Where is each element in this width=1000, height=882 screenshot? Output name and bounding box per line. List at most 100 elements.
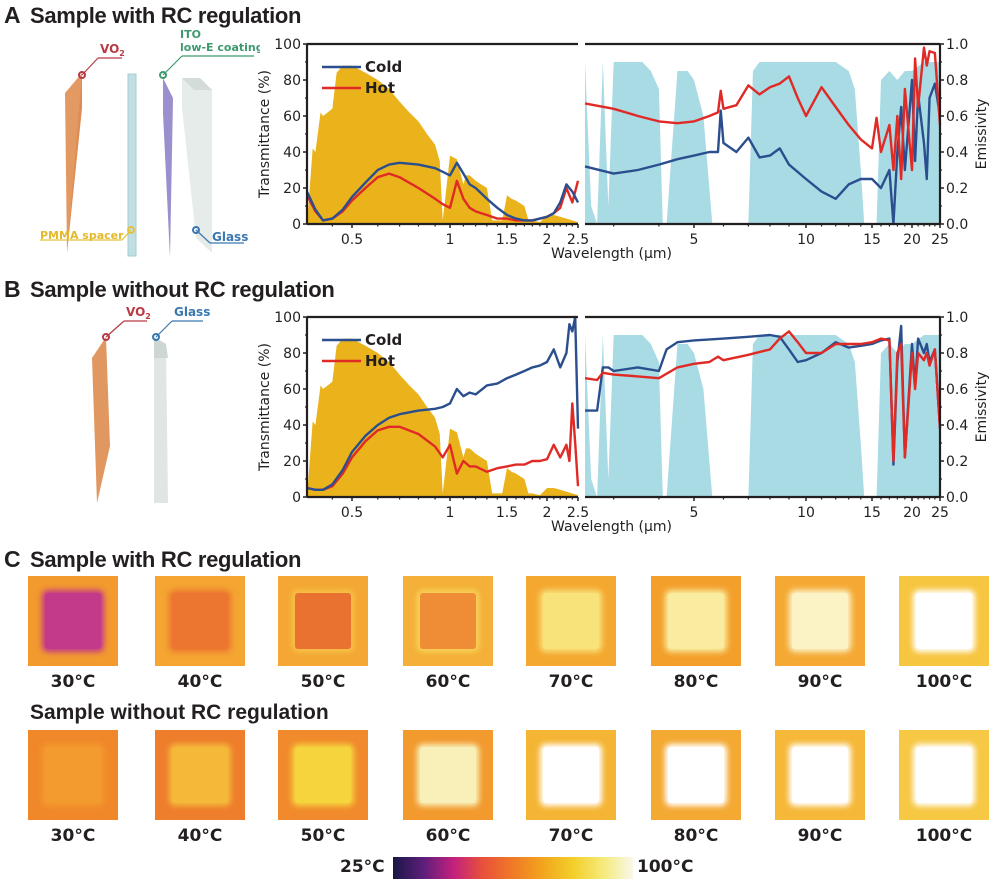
pmma-marker bbox=[127, 226, 135, 234]
temperature-label: 50°C bbox=[300, 826, 346, 846]
temperature-label: 40°C bbox=[177, 826, 223, 846]
hot-emissivity-line bbox=[584, 330, 942, 463]
temperature-label: 80°C bbox=[673, 672, 719, 692]
panel-c-letter: C bbox=[4, 546, 21, 572]
y-axis-label-left: Transmittance (%) bbox=[257, 343, 273, 472]
x-tick-label-left: 0.5 bbox=[341, 505, 363, 521]
ito-layer bbox=[163, 78, 173, 258]
thermal-image bbox=[28, 576, 118, 666]
temperature-label: 50°C bbox=[300, 672, 346, 692]
x-tick-label-right: 5 bbox=[690, 505, 699, 521]
y-tick-label-right: 1.0 bbox=[946, 310, 968, 326]
pmma-label: PMMA spacer bbox=[40, 229, 124, 242]
temperature-label: 100°C bbox=[915, 826, 973, 846]
legend-hot-label: Hot bbox=[365, 352, 395, 370]
x-tick-label-left: 0.5 bbox=[341, 232, 363, 248]
atmospheric-window-area bbox=[585, 335, 940, 497]
temperature-label: 30°C bbox=[50, 826, 96, 846]
thermal-image bbox=[278, 576, 368, 666]
thermal-row-without-rc: 30°C 40°C 50°C 60°C 70°C 80°C 90°C 100°C bbox=[0, 730, 1000, 860]
temperature-label: 90°C bbox=[797, 826, 843, 846]
thermal-image bbox=[403, 730, 493, 820]
thermal-sample-region bbox=[295, 747, 351, 803]
y-tick-label-right: 0.4 bbox=[946, 418, 968, 434]
thermal-image bbox=[278, 730, 368, 820]
x-tick-label-right: 15 bbox=[863, 232, 881, 248]
y-tick-label-left: 0 bbox=[292, 490, 301, 506]
x-tick-label-left: 1 bbox=[446, 505, 455, 521]
vo2-label: VO2 bbox=[100, 42, 125, 58]
x-tick-label-left: 1.5 bbox=[496, 232, 518, 248]
y-axis-label-left: Transmittance (%) bbox=[257, 70, 273, 199]
colorbar bbox=[393, 857, 633, 879]
thermal-image bbox=[775, 730, 865, 820]
thermal-sample-region bbox=[420, 593, 476, 649]
vo2-marker bbox=[78, 71, 86, 79]
colorbar-max-label: 100°C bbox=[637, 857, 694, 877]
x-tick-label-right: 20 bbox=[903, 505, 921, 521]
x-tick-label-left: 1.5 bbox=[496, 505, 518, 521]
x-tick-label-left: 1 bbox=[446, 232, 455, 248]
y-tick-label-left: 80 bbox=[283, 73, 301, 89]
temperature-label: 90°C bbox=[797, 672, 843, 692]
x-axis-label: Wavelength (μm) bbox=[551, 246, 672, 262]
thermal-sample-region bbox=[668, 747, 724, 803]
vo2-marker bbox=[102, 333, 110, 341]
ito-marker bbox=[159, 71, 167, 79]
vo2-layer bbox=[65, 73, 82, 253]
legend-cold-label: Cold bbox=[365, 58, 402, 76]
vo2-label: VO2 bbox=[126, 305, 151, 321]
hot-emissivity-line bbox=[584, 46, 942, 181]
y-tick-label-left: 0 bbox=[292, 217, 301, 233]
temperature-label: 100°C bbox=[915, 672, 973, 692]
y-tick-label-right: 0.4 bbox=[946, 145, 968, 161]
thermal-sample-region bbox=[45, 747, 101, 803]
y-axis-label-right: Emissivity bbox=[974, 99, 990, 170]
thermal-sample-region bbox=[172, 593, 228, 649]
x-tick-label-left: 2 bbox=[543, 505, 552, 521]
y-tick-label-left: 20 bbox=[283, 454, 301, 470]
colorbar-min-label: 25°C bbox=[340, 857, 385, 877]
x-tick-label-right: 10 bbox=[797, 232, 815, 248]
y-tick-label-right: 0.6 bbox=[946, 109, 968, 125]
hot-transmittance-line bbox=[306, 402, 580, 491]
x-axis-label: Wavelength (μm) bbox=[551, 519, 672, 535]
glass-layer bbox=[182, 78, 212, 253]
glass-layer bbox=[154, 337, 168, 503]
thermal-row-with-rc: 30°C 40°C 50°C 60°C 70°C 80°C 90°C 100°C bbox=[0, 576, 1000, 706]
panel-a-schematic: VO2 ITO low-E coating PMMA spacer Glass bbox=[40, 28, 260, 258]
panel-b-title: Sample without RC regulation bbox=[30, 277, 335, 302]
y-tick-label-right: 0.0 bbox=[946, 490, 968, 506]
temperature-label: 40°C bbox=[177, 672, 223, 692]
y-tick-label-right: 0.2 bbox=[946, 181, 968, 197]
y-tick-label-left: 100 bbox=[274, 310, 301, 326]
x-tick-label-right: 20 bbox=[903, 232, 921, 248]
temperature-label: 70°C bbox=[548, 826, 594, 846]
thermal-sample-region bbox=[792, 747, 848, 803]
glass-marker bbox=[152, 333, 160, 341]
glass-label: Glass bbox=[212, 230, 248, 244]
panel-b-letter: B bbox=[4, 276, 21, 302]
y-tick-label-left: 80 bbox=[283, 346, 301, 362]
pmma-spacer bbox=[127, 73, 137, 257]
glass-marker bbox=[192, 226, 200, 234]
thermal-sample-region bbox=[295, 593, 351, 649]
legend-cold-label: Cold bbox=[365, 331, 402, 349]
thermal-sample-region bbox=[420, 747, 476, 803]
y-tick-label-left: 20 bbox=[283, 181, 301, 197]
glass-label: Glass bbox=[174, 305, 210, 319]
temperature-label: 60°C bbox=[425, 672, 471, 692]
y-tick-label-right: 0.6 bbox=[946, 382, 968, 398]
panel-c-subtitle: Sample without RC regulation bbox=[30, 701, 329, 724]
solar-spectrum-area bbox=[307, 65, 578, 224]
thermal-sample-region bbox=[172, 747, 228, 803]
temperature-label: 70°C bbox=[548, 672, 594, 692]
solar-spectrum-area bbox=[307, 338, 578, 497]
y-tick-label-left: 40 bbox=[283, 145, 301, 161]
x-tick-label-right: 25 bbox=[931, 232, 949, 248]
x-tick-label-right: 5 bbox=[690, 232, 699, 248]
thermal-image bbox=[28, 730, 118, 820]
thermal-sample-region bbox=[668, 593, 724, 649]
temperature-label: 60°C bbox=[425, 826, 471, 846]
y-tick-label-left: 60 bbox=[283, 382, 301, 398]
